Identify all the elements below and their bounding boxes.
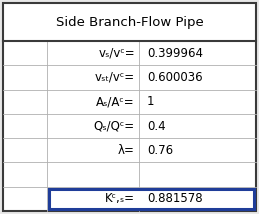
Text: 1: 1 xyxy=(147,95,155,108)
Text: Qₛ/Qᶜ=: Qₛ/Qᶜ= xyxy=(94,119,135,132)
Text: Aₛ/Aᶜ=: Aₛ/Aᶜ= xyxy=(96,95,135,108)
Text: 0.76: 0.76 xyxy=(147,144,173,157)
Text: 0.4: 0.4 xyxy=(147,119,166,132)
Text: Kᶜ,ₛ=: Kᶜ,ₛ= xyxy=(105,192,135,205)
Text: Side Branch-Flow Pipe: Side Branch-Flow Pipe xyxy=(56,15,203,28)
Text: λ=: λ= xyxy=(118,144,135,157)
Text: 0.881578: 0.881578 xyxy=(147,192,203,205)
Text: vₛ/vᶜ=: vₛ/vᶜ= xyxy=(98,47,135,60)
Text: 0.399964: 0.399964 xyxy=(147,47,203,60)
Text: vₛₜ/vᶜ=: vₛₜ/vᶜ= xyxy=(95,71,135,84)
Bar xyxy=(49,189,254,209)
Text: 0.600036: 0.600036 xyxy=(147,71,203,84)
